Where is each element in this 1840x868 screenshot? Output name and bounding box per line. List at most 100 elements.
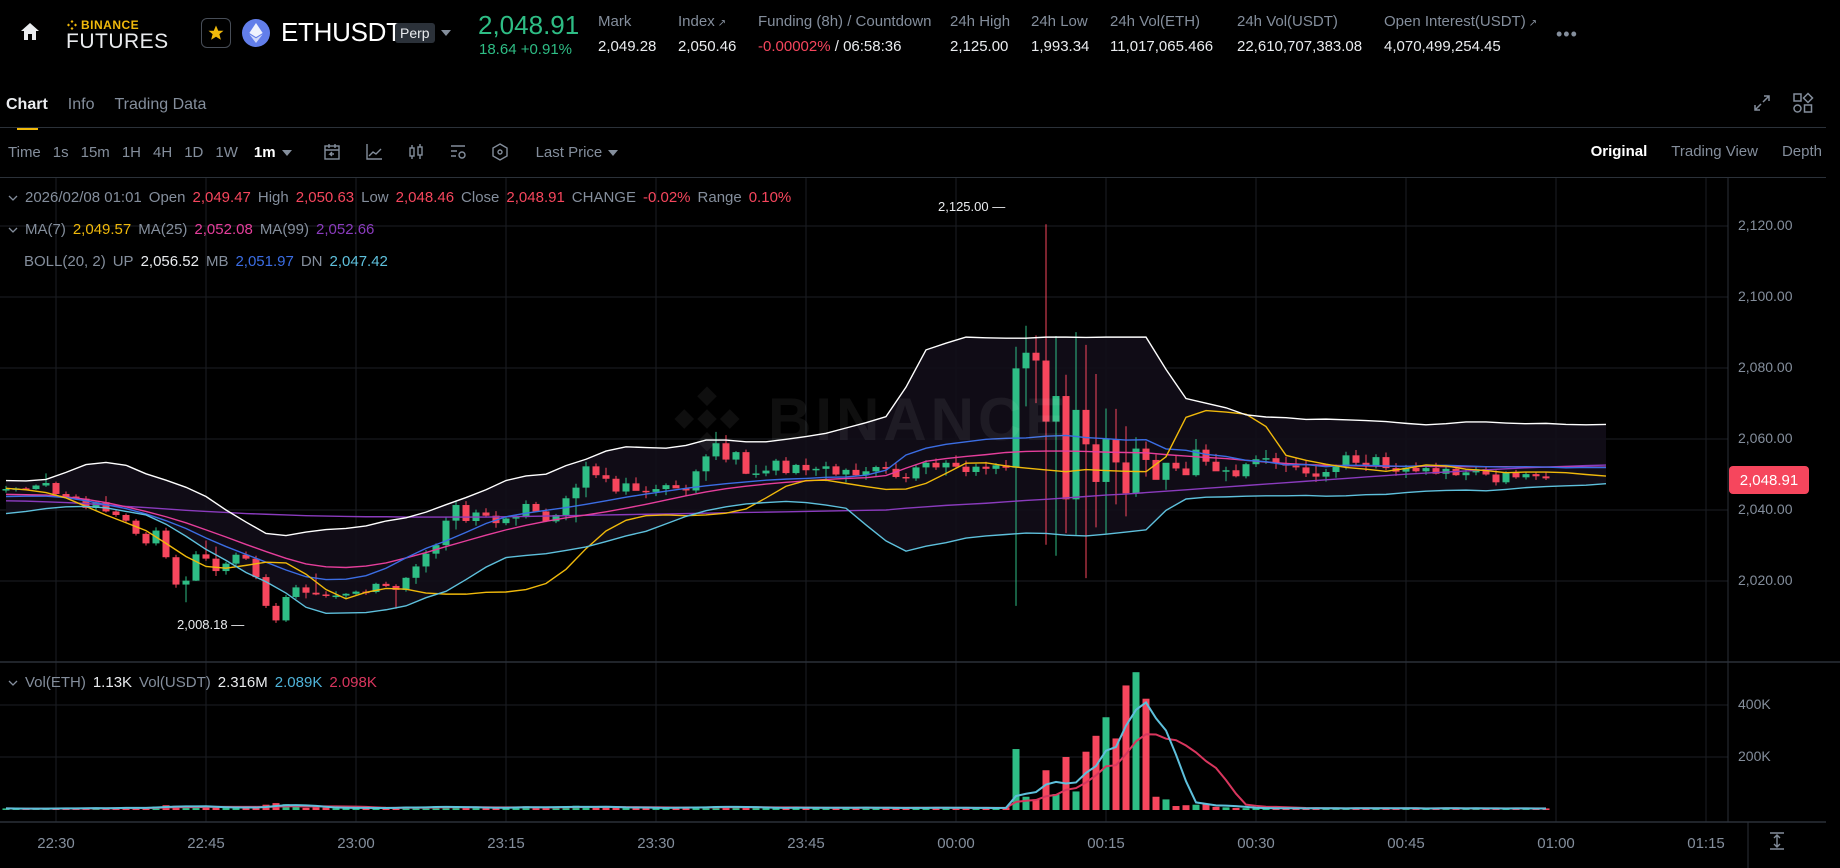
- toolbar-divider: [0, 177, 1826, 178]
- home-icon: [21, 23, 39, 40]
- price-change: 18.64 +0.91%: [479, 41, 572, 58]
- low-marker: 2,008.18 —: [177, 617, 245, 632]
- candlestick-icon: [408, 144, 423, 159]
- close-value: 2,048.91: [506, 189, 565, 206]
- settings-list-icon: [450, 145, 466, 159]
- symbol-dropdown-caret-icon[interactable]: [441, 30, 451, 36]
- stat-24h-vol-usdt: 24h Vol(USDT) 22,610,707,383.08: [1237, 13, 1363, 55]
- caret-down-icon: [608, 149, 619, 156]
- stat-24h-low: 24h Low 1,993.34: [1031, 13, 1090, 55]
- stat-mark: Mark 2,049.28: [598, 13, 657, 55]
- price-axis-label: 2,060.00: [1738, 430, 1793, 446]
- tab-info[interactable]: Info: [67, 96, 95, 113]
- collapse-chevron-icon[interactable]: [8, 193, 18, 203]
- time-axis-label: 01:15: [1687, 835, 1725, 852]
- volume-axis-label: 200K: [1738, 748, 1771, 764]
- chart-line-icon: [365, 144, 382, 160]
- fullscreen-button[interactable]: [1752, 93, 1772, 118]
- volume-axis-label: 400K: [1738, 696, 1771, 712]
- vol-eth-value: 1.13K: [92, 674, 133, 691]
- tabs-divider: [0, 127, 1826, 128]
- brand-bottom: FUTURES: [66, 30, 169, 53]
- binance-futures-logo[interactable]: BINANCE FUTURES: [66, 17, 178, 53]
- ma25-value: 2,052.08: [194, 221, 253, 238]
- binance-logo-icon: [674, 386, 740, 452]
- stat-24h-high: 24h High 2,125.00: [950, 13, 1011, 55]
- last-price: 2,048.91: [478, 10, 580, 40]
- widgets-icon: [1793, 92, 1814, 113]
- view-depth[interactable]: Depth: [1781, 143, 1822, 160]
- tab-trading-data[interactable]: Trading Data: [114, 96, 207, 113]
- view-original[interactable]: Original: [1590, 143, 1648, 160]
- change-value: -0.02%: [642, 189, 691, 206]
- symbol-name[interactable]: ETHUSDT: [281, 17, 402, 47]
- depth-settings-button[interactable]: [490, 142, 510, 162]
- chart-settings-button[interactable]: [448, 142, 468, 162]
- collapse-chevron-icon[interactable]: [8, 225, 18, 235]
- stat-index[interactable]: Index ↗ 2,050.46: [678, 13, 737, 55]
- caret-down-icon: [281, 149, 292, 156]
- ohlc-legend: 2026/02/08 01:01 Open 2,049.47 High 2,050.…: [8, 189, 791, 206]
- indicators-button[interactable]: [364, 142, 384, 162]
- favorite-button[interactable]: [201, 18, 231, 48]
- time-axis-label: 23:15: [487, 835, 525, 852]
- chart-type-button[interactable]: [406, 142, 426, 162]
- high-marker: 2,125.00 —: [938, 199, 1006, 214]
- boll-mb-value: 2,051.97: [235, 253, 294, 270]
- open-value: 2,049.47: [192, 189, 251, 206]
- vertical-resize-icon: [1770, 832, 1784, 850]
- price-axis-label: 2,020.00: [1738, 572, 1793, 588]
- chart-toolbar: Time 1s 15m 1H 4H 1D 1W 1m Last Price: [0, 140, 619, 164]
- view-trading-view[interactable]: Trading View: [1671, 143, 1758, 160]
- vol-ma5-value: 2.089K: [274, 674, 323, 691]
- high-value: 2,050.63: [295, 189, 355, 206]
- time-axis-label: 00:15: [1087, 835, 1125, 852]
- eth-coin-icon: [242, 19, 270, 47]
- volume-legend: Vol(ETH) 1.13K Vol(USDT) 2.316M 2.089K 2.0…: [8, 674, 377, 691]
- price-axis-label: 2,040.00: [1738, 501, 1793, 517]
- interval-1w[interactable]: 1W: [215, 143, 238, 161]
- home-button[interactable]: [18, 20, 44, 46]
- vol-usdt-value: 2.316M: [217, 674, 268, 691]
- brand-top: BINANCE: [81, 17, 140, 32]
- candlestick-series: [2, 224, 1550, 623]
- funding-countdown: / 06:58:36: [830, 38, 902, 55]
- volume-bars: [2, 672, 1550, 810]
- chart-tabs: Chart Info Trading Data: [0, 90, 226, 130]
- boll-up-value: 2,056.52: [140, 253, 199, 270]
- stat-24h-vol-eth: 24h Vol(ETH) 11,017,065.466: [1110, 13, 1214, 55]
- interval-1d[interactable]: 1D: [184, 143, 204, 161]
- interval-1s[interactable]: 1s: [52, 143, 69, 161]
- boll-dn-value: 2,047.42: [329, 253, 388, 270]
- auto-scale-button[interactable]: [1768, 832, 1786, 850]
- price-type-dropdown[interactable]: Last Price: [536, 144, 619, 161]
- market-header: BINANCE FUTURES ETHUSDT Perp 2,048.91 18…: [0, 0, 1840, 68]
- interval-1h[interactable]: 1H: [121, 143, 141, 161]
- funding-rate: -0.00002%: [758, 38, 831, 55]
- time-axis-label: 23:30: [637, 835, 675, 852]
- collapse-chevron-icon[interactable]: [8, 678, 18, 688]
- time-axis-label: 01:00: [1537, 835, 1575, 852]
- tab-chart[interactable]: Chart: [6, 90, 48, 130]
- expand-icon: [1754, 95, 1770, 111]
- external-link-icon: ↗: [717, 18, 727, 29]
- boll-legend: BOLL(20, 2) UP 2,056.52 MB 2,051.97 DN 2,04…: [24, 253, 388, 270]
- stat-open-interest[interactable]: Open Interest(USDT) ↗ 4,070,499,254.45: [1384, 13, 1538, 55]
- interval-time[interactable]: Time: [8, 143, 41, 161]
- interval-15m[interactable]: 15m: [80, 143, 110, 161]
- time-axis-label: 23:00: [337, 835, 375, 852]
- chart-frame: [0, 178, 1840, 868]
- time-axis-label: 00:30: [1237, 835, 1275, 852]
- go-to-date-button[interactable]: [322, 142, 342, 162]
- ma7-value: 2,049.57: [72, 221, 132, 238]
- time-axis-label: 00:00: [937, 835, 975, 852]
- price-axis-label: 2,120.00: [1738, 217, 1793, 233]
- interval-dropdown[interactable]: 1m: [254, 144, 292, 161]
- layout-widgets-button[interactable]: [1792, 92, 1814, 119]
- time-axis-label: 22:30: [37, 835, 75, 852]
- interval-4h[interactable]: 4H: [153, 143, 173, 161]
- indicator-lines: [5, 336, 1607, 615]
- more-options-icon[interactable]: •••: [1556, 24, 1578, 44]
- price-axis-label: 2,080.00: [1738, 359, 1793, 375]
